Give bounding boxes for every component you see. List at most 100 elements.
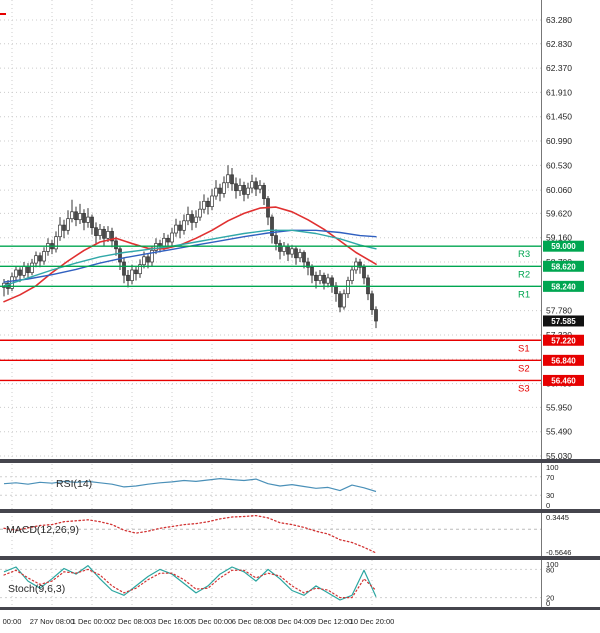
candle-down bbox=[306, 261, 310, 268]
price-axis-label: 60.530 bbox=[546, 160, 572, 170]
candle-up bbox=[210, 195, 214, 207]
support-s1-label: S1 bbox=[518, 343, 530, 354]
price-axis-label: 55.950 bbox=[546, 402, 572, 412]
candle-down bbox=[294, 248, 298, 259]
candle-up bbox=[290, 248, 294, 255]
stoch-k-line bbox=[3, 564, 377, 601]
resistance-r2-label: R2 bbox=[518, 269, 530, 280]
price-axis-label: 59.160 bbox=[546, 233, 572, 243]
candle-up bbox=[226, 174, 230, 184]
candle-up bbox=[326, 277, 330, 284]
time-axis-label: 10 Dec 20:00 bbox=[350, 617, 395, 626]
resistance-r2-badge bbox=[543, 260, 584, 272]
time-axis-label: 9 Dec 12:00 bbox=[312, 617, 352, 626]
candle-up bbox=[342, 293, 346, 308]
candle-down bbox=[102, 228, 106, 239]
resistance-r1-badge bbox=[543, 280, 584, 292]
candle-down bbox=[110, 231, 114, 242]
panel-separator bbox=[0, 607, 600, 610]
candle-up bbox=[318, 274, 322, 281]
panel-separator bbox=[0, 509, 600, 513]
candle-down bbox=[90, 216, 94, 229]
ma-teal-line bbox=[3, 229, 377, 287]
candle-down bbox=[262, 185, 266, 199]
candle-down bbox=[330, 277, 334, 287]
stoch-d-line bbox=[3, 568, 377, 599]
candle-down bbox=[126, 274, 130, 281]
resistance-r1-label: R1 bbox=[518, 289, 530, 300]
candle-up bbox=[34, 255, 38, 264]
price-axis-label: 55.490 bbox=[546, 427, 572, 437]
candle-up bbox=[170, 232, 174, 243]
candle-up bbox=[98, 228, 102, 236]
candle-up bbox=[150, 250, 154, 263]
candle-up bbox=[162, 237, 166, 247]
candle-up bbox=[202, 200, 206, 210]
time-axis-label: 27 Nov 08:00 bbox=[30, 617, 75, 626]
candle-down bbox=[190, 214, 194, 223]
candle-up bbox=[30, 262, 34, 273]
candle-up bbox=[106, 231, 110, 239]
candle-up bbox=[46, 243, 50, 252]
rsi-axis-label: 70 bbox=[546, 473, 554, 482]
time-axis-label: 5 Dec 00:00 bbox=[192, 617, 232, 626]
candle-up bbox=[66, 218, 70, 231]
candle-up bbox=[58, 224, 62, 238]
rsi-axis-label: 0 bbox=[546, 501, 550, 510]
left-edge-marker bbox=[0, 13, 6, 15]
candle-up bbox=[250, 181, 254, 189]
candle-up bbox=[298, 252, 302, 259]
ma-slow-blue-line bbox=[3, 229, 377, 283]
price-axis-label: 57.780 bbox=[546, 306, 572, 316]
time-axis-label: 3 Dec 16:00 bbox=[152, 617, 192, 626]
panel-separator bbox=[0, 459, 600, 463]
candle-up bbox=[182, 220, 186, 231]
time-axis-label: 1 Dec 00:00 bbox=[72, 617, 112, 626]
candle-down bbox=[134, 269, 138, 275]
macd-axis-label: 0.3445 bbox=[546, 513, 569, 522]
candle-down bbox=[270, 216, 274, 236]
candle-up bbox=[186, 214, 190, 222]
candle-up bbox=[70, 211, 74, 220]
support-s3-badge bbox=[543, 374, 584, 386]
candle-up bbox=[174, 224, 178, 234]
price-axis-label: 61.910 bbox=[546, 87, 572, 97]
stoch-panel-label: Stoch(9,6,3) bbox=[8, 583, 65, 595]
candle-down bbox=[310, 266, 314, 276]
rsi-axis-label: 100 bbox=[546, 463, 559, 472]
macd-panel-label: MACD(12,26,9) bbox=[6, 524, 79, 536]
resistance-r2-badge-value: 58.620 bbox=[551, 262, 576, 271]
macd-axis-label: -0.5646 bbox=[546, 548, 571, 557]
macd-line bbox=[3, 514, 377, 554]
support-s3-badge-value: 56.460 bbox=[551, 376, 576, 385]
candle-down bbox=[218, 187, 222, 194]
time-axis-label: 8 Dec 04:00 bbox=[272, 617, 312, 626]
candle-down bbox=[114, 240, 118, 250]
support-s1-badge-value: 57.220 bbox=[551, 336, 576, 345]
candle-down bbox=[74, 211, 78, 221]
resistance-r3-label: R3 bbox=[518, 249, 530, 260]
candle-down bbox=[286, 245, 290, 255]
support-s1-badge bbox=[543, 334, 584, 346]
candle-up bbox=[154, 243, 158, 251]
candle-down bbox=[274, 235, 278, 244]
candle-up bbox=[78, 213, 82, 221]
candle-up bbox=[130, 269, 134, 281]
candle-up bbox=[142, 256, 146, 266]
candle-down bbox=[82, 213, 86, 223]
candle-up bbox=[138, 264, 142, 275]
price-axis-label: 55.030 bbox=[546, 451, 572, 461]
candle-down bbox=[234, 183, 238, 192]
candle-down bbox=[278, 243, 282, 252]
price-axis-label: 60.060 bbox=[546, 185, 572, 195]
rsi-panel-label: RSI(14) bbox=[56, 478, 92, 490]
price-axis-label: 60.990 bbox=[546, 136, 572, 146]
candle-down bbox=[230, 174, 234, 185]
stoch-axis-label: 0 bbox=[546, 599, 550, 608]
resistance-r1-badge-value: 58.240 bbox=[551, 282, 576, 291]
candle-down bbox=[178, 224, 182, 231]
candle-up bbox=[246, 187, 250, 195]
candle-down bbox=[358, 261, 362, 268]
